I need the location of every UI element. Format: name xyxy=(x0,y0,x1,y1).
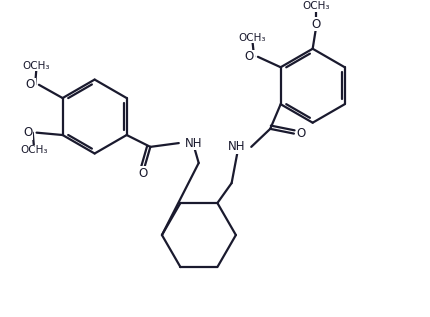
Text: OCH₃: OCH₃ xyxy=(20,145,48,155)
Text: O: O xyxy=(138,167,147,180)
Text: O: O xyxy=(24,126,33,139)
Text: NH: NH xyxy=(227,140,245,153)
Text: O: O xyxy=(311,18,320,31)
Text: OCH₃: OCH₃ xyxy=(23,61,50,71)
Text: O: O xyxy=(26,78,35,91)
Text: OCH₃: OCH₃ xyxy=(238,33,265,43)
Text: OCH₃: OCH₃ xyxy=(302,1,329,11)
Text: O: O xyxy=(244,50,254,63)
Text: O: O xyxy=(295,127,305,140)
Text: NH: NH xyxy=(184,137,202,150)
